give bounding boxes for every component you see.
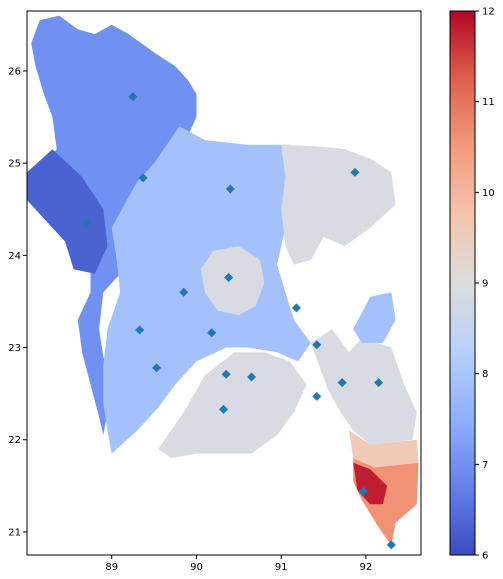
region-northeast [281, 144, 396, 265]
region-central-island [200, 246, 265, 316]
colorbar-tick-label: 11 [482, 97, 495, 108]
colorbar: 6 7 8 9 10 11 12 [449, 7, 495, 562]
y-axis-ticks: 21 22 23 24 25 26 [8, 66, 27, 538]
station-marker [386, 540, 396, 550]
region-southwest-grey [158, 352, 307, 459]
station-marker [221, 369, 231, 379]
station-marker [225, 184, 235, 194]
station-marker [219, 404, 229, 414]
y-tick-label: 25 [8, 159, 21, 170]
station-marker [81, 218, 91, 228]
y-tick-label: 23 [8, 343, 21, 354]
x-tick-label: 92 [360, 562, 373, 573]
x-tick-label: 89 [105, 562, 118, 573]
map-plot: 89 90 91 92 21 22 23 24 25 26 [8, 10, 422, 573]
colorbar-tick-label: 6 [482, 551, 488, 562]
station-marker [312, 391, 322, 401]
station-marker [138, 173, 148, 183]
interpolated-regions [27, 15, 419, 546]
x-tick-label: 91 [275, 562, 288, 573]
y-tick-label: 24 [8, 251, 21, 262]
colorbar-tick-label: 10 [482, 188, 495, 199]
region-coast-band [349, 430, 419, 468]
colorbar-ticks: 6 7 8 9 10 11 12 [475, 7, 495, 562]
station-marker [358, 486, 368, 496]
region-east-pocket [353, 292, 396, 343]
region-west-low [27, 149, 108, 274]
station-marker [350, 167, 360, 177]
station-markers [81, 92, 396, 550]
station-marker [374, 378, 384, 388]
colorbar-tick-label: 12 [482, 7, 495, 18]
colorbar-tick-label: 8 [482, 369, 488, 380]
station-marker [179, 287, 189, 297]
colorbar-tick-label: 9 [482, 279, 488, 290]
colorbar-gradient [449, 10, 476, 556]
station-marker [291, 303, 301, 313]
station-marker [207, 328, 217, 338]
y-tick-label: 21 [8, 527, 21, 538]
colorbar-tick-label: 7 [482, 460, 488, 471]
y-tick-label: 26 [8, 66, 21, 77]
station-marker [224, 272, 234, 282]
station-marker [135, 325, 145, 335]
station-marker [247, 372, 257, 382]
station-marker [337, 378, 347, 388]
region-east-chittagong [310, 329, 417, 445]
plot-frame [26, 10, 422, 556]
station-marker [152, 363, 162, 373]
x-tick-label: 90 [190, 562, 203, 573]
x-axis-ticks: 89 90 91 92 [105, 555, 372, 573]
station-marker [128, 92, 138, 102]
y-tick-label: 22 [8, 435, 21, 446]
station-marker [312, 340, 322, 350]
